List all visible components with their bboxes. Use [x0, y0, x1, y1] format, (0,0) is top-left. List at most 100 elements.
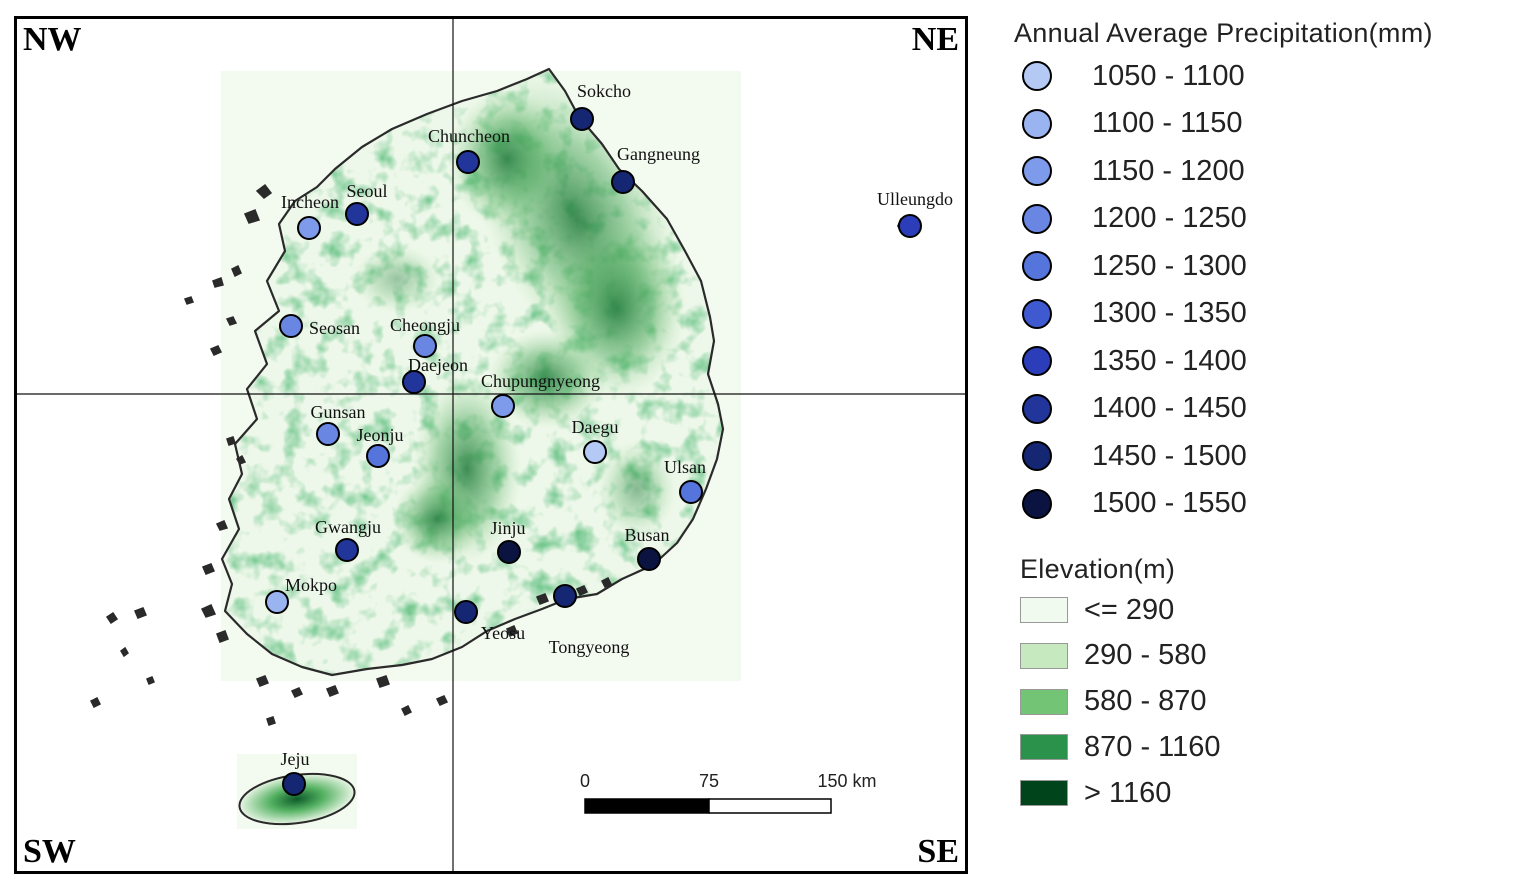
station-marker [454, 600, 478, 624]
precip-swatch [1022, 251, 1052, 281]
station-busan: Busan [625, 525, 670, 571]
station-jeju: Jeju [281, 749, 310, 796]
station-ulleungdo: Ulleungdo [877, 189, 953, 238]
scale-bar: 0 75 150 km [580, 771, 877, 814]
station-marker [265, 590, 289, 614]
coastal-islands [89, 183, 613, 726]
station-marker [456, 150, 480, 174]
station-marker [279, 314, 303, 338]
station-chupungnyeong: Chupungnyeong [481, 371, 600, 418]
elevation-swatch [1020, 642, 1068, 669]
precip-swatch [1022, 108, 1052, 139]
precip-legend-label: 1300 - 1350 [1092, 297, 1247, 329]
station-label: Cheongju [390, 315, 460, 335]
precip-legend-label: 1500 - 1550 [1092, 487, 1247, 519]
elevation-legend-item: <= 290 [1020, 590, 1174, 630]
elevation-swatch [1020, 688, 1068, 715]
elevation-legend-label: 870 - 1160 [1084, 730, 1221, 763]
elevation-legend-title: Elevation(m) [1020, 554, 1176, 584]
scale-tick-0: 0 [580, 771, 590, 791]
scale-tick-75: 75 [699, 771, 719, 791]
station-marker [491, 394, 515, 418]
station-marker [316, 422, 340, 446]
precip-swatch [1022, 393, 1052, 424]
elevation-legend-label: <= 290 [1084, 593, 1175, 626]
station-marker [611, 170, 635, 194]
legend: Annual Average Precipitation(mm) 1050 - … [1014, 16, 1509, 816]
precip-legend-item: 1350 - 1400 [1022, 341, 1247, 381]
scale-bar-segment-dark [584, 798, 710, 814]
coastline [220, 67, 725, 677]
precip-legend-label: 1250 - 1300 [1092, 249, 1247, 282]
precip-legend-label: 1150 - 1200 [1092, 154, 1245, 187]
precip-legend-item: 1200 - 1250 [1022, 199, 1247, 239]
station-ulsan: Ulsan [664, 457, 706, 504]
station-marker [583, 440, 607, 464]
station-daegu: Daegu [572, 417, 618, 464]
scale-bar-segment-light [708, 798, 832, 814]
station-label: Sokcho [577, 81, 631, 101]
station-marker [345, 202, 369, 226]
station-marker [366, 444, 390, 468]
station-marker [413, 334, 437, 358]
precip-legend-item: 1250 - 1300 [1022, 246, 1247, 286]
precip-swatch [1022, 298, 1052, 329]
station-marker [497, 540, 521, 564]
station-gunsan: Gunsan [311, 402, 366, 446]
precip-legend-item: 1300 - 1350 [1022, 294, 1247, 334]
elevation-legend-item: 580 - 870 [1020, 682, 1207, 722]
station-marker [553, 584, 577, 608]
station-label: Seosan [309, 318, 360, 338]
precip-legend-item: 1450 - 1500 [1022, 436, 1247, 476]
precip-legend-label: 1100 - 1150 [1092, 107, 1243, 139]
quadrant-label-ne: NE [911, 21, 959, 58]
elevation-legend-item: 290 - 580 [1020, 636, 1207, 676]
station-label: Chupungnyeong [481, 371, 600, 391]
precip-swatch [1022, 203, 1052, 234]
elevation-legend-item: > 1160 [1020, 773, 1171, 813]
station-label: Ulleungdo [877, 189, 953, 209]
station-label: Ulsan [664, 457, 706, 477]
map-panel: Sokcho Chuncheon Gangneung Seoul Incheon Ulle… [14, 16, 968, 874]
precip-legend-label: 1450 - 1500 [1092, 439, 1247, 472]
elevation-legend-label: 290 - 580 [1084, 639, 1207, 672]
precip-swatch [1022, 346, 1052, 376]
station-label: Jinju [490, 518, 525, 538]
elevation-legend-label: 580 - 870 [1084, 685, 1207, 718]
station-label: Incheon [281, 192, 339, 212]
station-jeonju: Jeonju [357, 425, 404, 468]
stations-layer: Sokcho Chuncheon Gangneung Seoul Incheon Ulle… [265, 81, 953, 796]
station-marker [282, 772, 306, 796]
station-marker [335, 538, 359, 562]
precip-swatch [1022, 488, 1052, 519]
elevation-legend-item: 870 - 1160 [1020, 727, 1221, 767]
station-gangneung: Gangneung [611, 144, 700, 194]
station-marker [679, 480, 703, 504]
precip-swatch [1022, 156, 1052, 186]
station-label: Gwangju [315, 517, 381, 537]
quadrant-label-nw: NW [23, 21, 82, 58]
station-cheongju: Cheongju [390, 315, 460, 358]
precip-legend-label: 1050 - 1100 [1092, 59, 1245, 92]
quadrant-label-se: SE [917, 833, 959, 870]
station-label: Gunsan [311, 402, 366, 422]
elevation-shading [222, 69, 723, 675]
station-seoul: Seoul [345, 181, 388, 226]
station-gwangju: Gwangju [315, 517, 381, 562]
scale-tick-150: 150 km [817, 771, 876, 791]
precip-legend-item: 1500 - 1550 [1022, 484, 1247, 524]
station-marker [898, 214, 922, 238]
station-label: Seoul [346, 181, 387, 201]
station-tongyeong: Tongyeong [549, 584, 629, 657]
precip-legend-item: 1150 - 1200 [1022, 151, 1245, 191]
precip-legend-label: 1400 - 1450 [1092, 392, 1247, 424]
quadrant-label-sw: SW [23, 833, 76, 870]
precip-legend-item: 1100 - 1150 [1022, 104, 1243, 144]
precip-swatch [1022, 61, 1052, 91]
station-marker [402, 370, 426, 394]
precip-legend-label: 1200 - 1250 [1092, 202, 1247, 234]
station-seosan: Seosan [279, 314, 360, 338]
station-daejeon: Daejeon [402, 355, 468, 394]
elevation-swatch [1020, 734, 1068, 761]
station-label: Jeonju [357, 425, 404, 445]
